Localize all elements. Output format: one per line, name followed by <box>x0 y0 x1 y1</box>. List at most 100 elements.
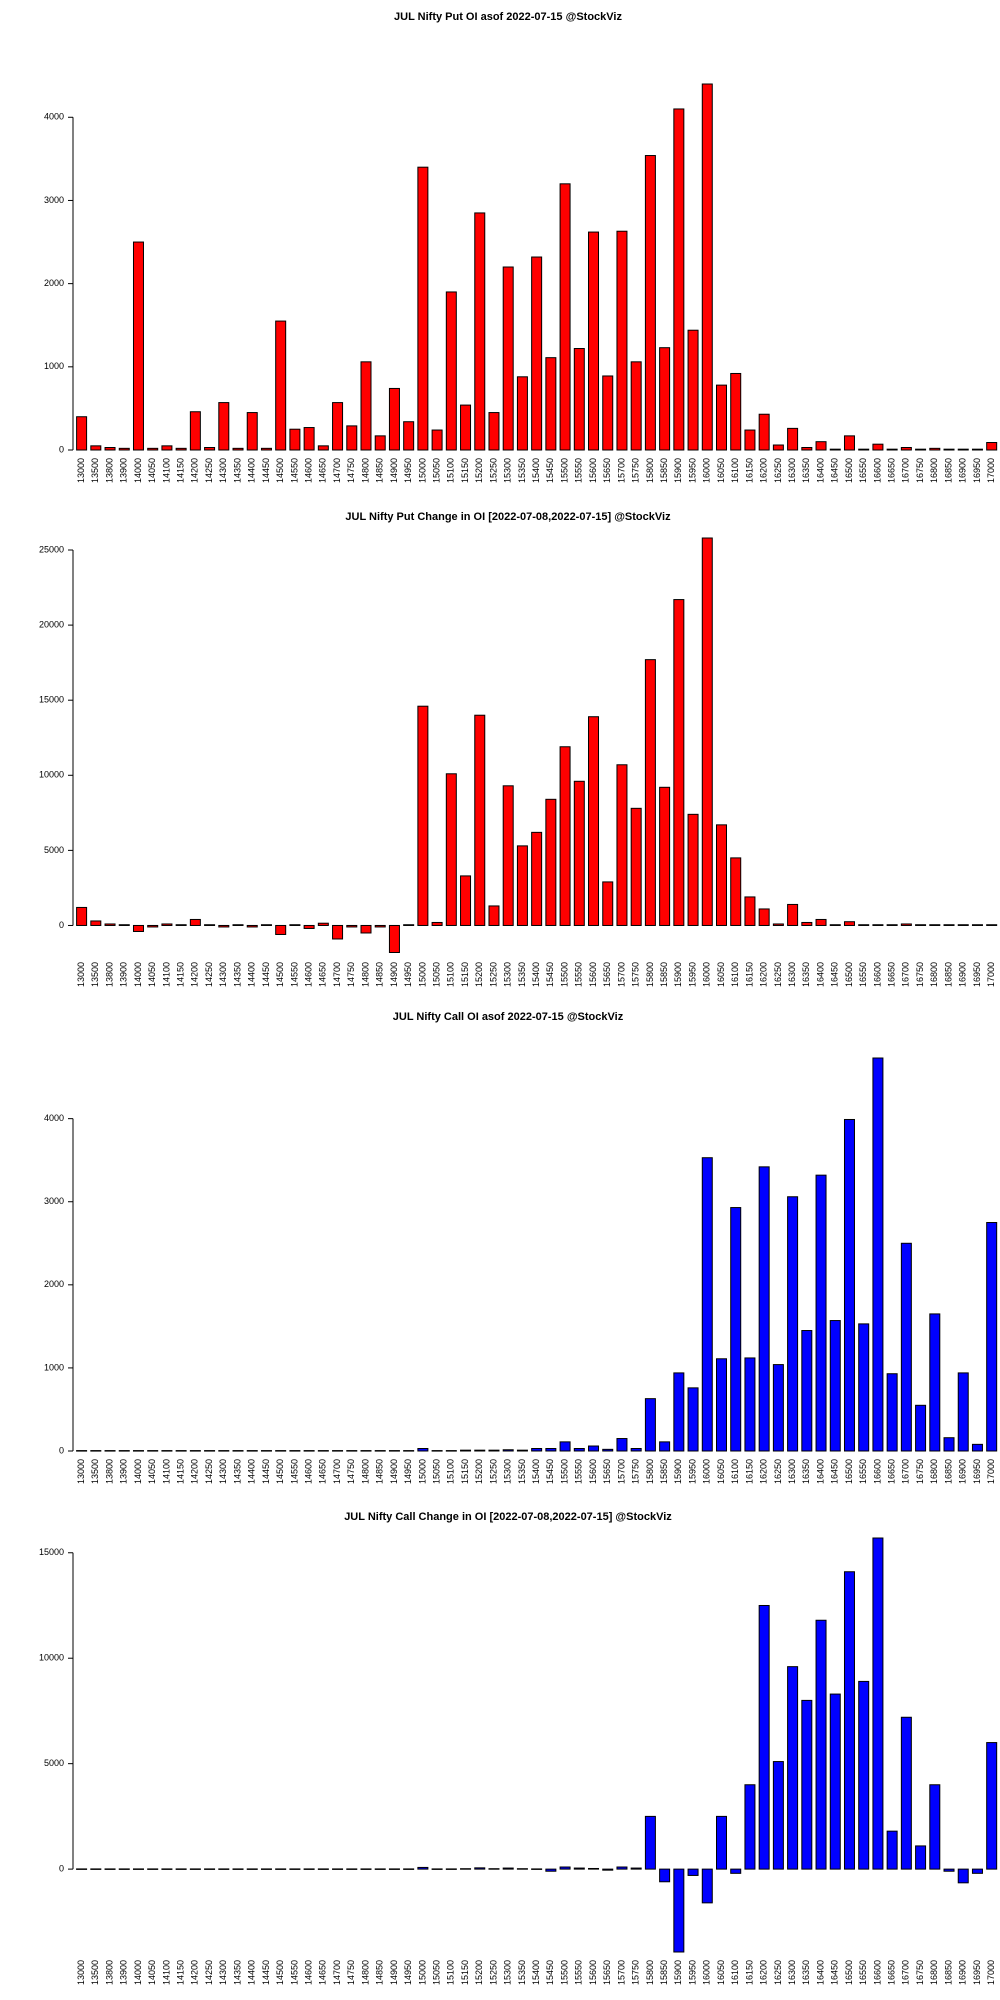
bar <box>573 1867 585 1870</box>
x-tick-label: 15100 <box>446 1960 456 1985</box>
bar <box>815 918 827 926</box>
x-tick-label: 15400 <box>531 1960 541 1985</box>
x-tick-label: 16350 <box>801 962 811 987</box>
x-tick-label: 14050 <box>147 458 157 483</box>
bar <box>388 1450 400 1452</box>
x-tick-label: 16900 <box>958 458 968 483</box>
bar <box>900 1242 912 1452</box>
bar <box>758 413 770 451</box>
bar <box>474 1867 486 1870</box>
bar <box>474 714 486 926</box>
bar <box>986 1742 998 1870</box>
bar <box>147 924 159 928</box>
bar <box>531 831 543 926</box>
bar <box>232 1868 244 1870</box>
bar <box>531 1448 543 1452</box>
bar <box>730 1868 742 1874</box>
bar <box>445 291 457 451</box>
bar <box>957 1868 969 1884</box>
x-tick-label: 14600 <box>303 458 313 483</box>
x-tick-label: 16750 <box>915 1960 925 1985</box>
bar <box>374 435 386 451</box>
bar <box>772 444 784 451</box>
x-tick-label: 15500 <box>559 1459 569 1484</box>
x-tick-label: 15050 <box>431 962 441 987</box>
bar <box>644 659 656 926</box>
x-tick-label: 14900 <box>389 1459 399 1484</box>
x-tick-label: 14100 <box>161 1459 171 1484</box>
x-tick-label: 16100 <box>730 1459 740 1484</box>
x-tick-label: 14200 <box>190 962 200 987</box>
bar <box>545 1868 557 1872</box>
x-tick-label: 15200 <box>474 458 484 483</box>
x-tick-label: 14100 <box>161 458 171 483</box>
bar <box>929 1313 941 1452</box>
x-tick-label: 15700 <box>616 1960 626 1985</box>
bar <box>488 412 500 451</box>
bar <box>730 372 742 451</box>
bar <box>246 1868 258 1870</box>
x-tick-label: 15250 <box>488 1459 498 1484</box>
x-tick-label: 14450 <box>261 1960 271 1985</box>
bar <box>204 924 216 926</box>
x-tick-label: 16850 <box>943 1960 953 1985</box>
bar <box>943 1437 955 1452</box>
x-tick-label: 17000 <box>986 458 996 483</box>
bar <box>886 1830 898 1870</box>
x-tick-label: 15200 <box>474 1459 484 1484</box>
y-tick-label: 25000 <box>39 544 64 554</box>
bar <box>460 875 472 926</box>
bar <box>246 924 258 928</box>
bar <box>644 155 656 451</box>
x-tick-label: 16150 <box>744 1459 754 1484</box>
bar <box>118 1868 130 1870</box>
bar <box>488 1449 500 1452</box>
x-tick-label: 15000 <box>417 458 427 483</box>
chart-title: JUL Nifty Put Change in OI [2022-07-08,2… <box>345 511 671 523</box>
bar <box>360 1450 372 1452</box>
x-tick-label: 15700 <box>616 458 626 483</box>
chart-title: JUL Nifty Call OI asof 2022-07-15 @Stock… <box>393 1011 624 1023</box>
x-tick-label: 16250 <box>773 1459 783 1484</box>
bar <box>189 1450 201 1452</box>
bar <box>502 785 514 926</box>
bar <box>900 447 912 451</box>
x-tick-label: 14850 <box>375 962 385 987</box>
x-tick-label: 16100 <box>730 962 740 987</box>
x-tick-label: 16900 <box>958 1960 968 1985</box>
bar <box>232 447 244 451</box>
bar <box>76 1868 88 1870</box>
bar <box>673 108 685 451</box>
bar <box>758 908 770 926</box>
bar <box>161 1450 173 1452</box>
x-tick-label: 14050 <box>147 1459 157 1484</box>
bar <box>801 447 813 451</box>
x-tick-label: 15400 <box>531 1459 541 1484</box>
bar <box>317 1450 329 1452</box>
x-tick-label: 14000 <box>133 1459 143 1484</box>
bar <box>76 906 88 926</box>
x-tick-label: 15200 <box>474 962 484 987</box>
x-tick-label: 15100 <box>446 458 456 483</box>
bar <box>787 903 799 926</box>
y-tick-label: 5000 <box>44 845 64 855</box>
bar <box>559 1866 571 1870</box>
bar <box>588 716 600 926</box>
bar <box>516 376 528 451</box>
bar <box>829 924 841 926</box>
y-tick-label: 4000 <box>44 112 64 122</box>
x-tick-label: 15450 <box>545 1960 555 1985</box>
bar <box>971 1868 983 1874</box>
bar <box>801 921 813 926</box>
x-tick-label: 14700 <box>332 1960 342 1985</box>
x-tick-label: 15300 <box>503 1960 513 1985</box>
bar <box>388 1868 400 1870</box>
y-tick-label: 1000 <box>44 361 64 371</box>
x-tick-label: 15250 <box>488 962 498 987</box>
bar <box>460 404 472 451</box>
x-tick-label: 13500 <box>90 458 100 483</box>
bar <box>118 1450 130 1452</box>
x-tick-label: 15600 <box>588 962 598 987</box>
x-tick-label: 14900 <box>389 458 399 483</box>
bar <box>858 1323 870 1452</box>
